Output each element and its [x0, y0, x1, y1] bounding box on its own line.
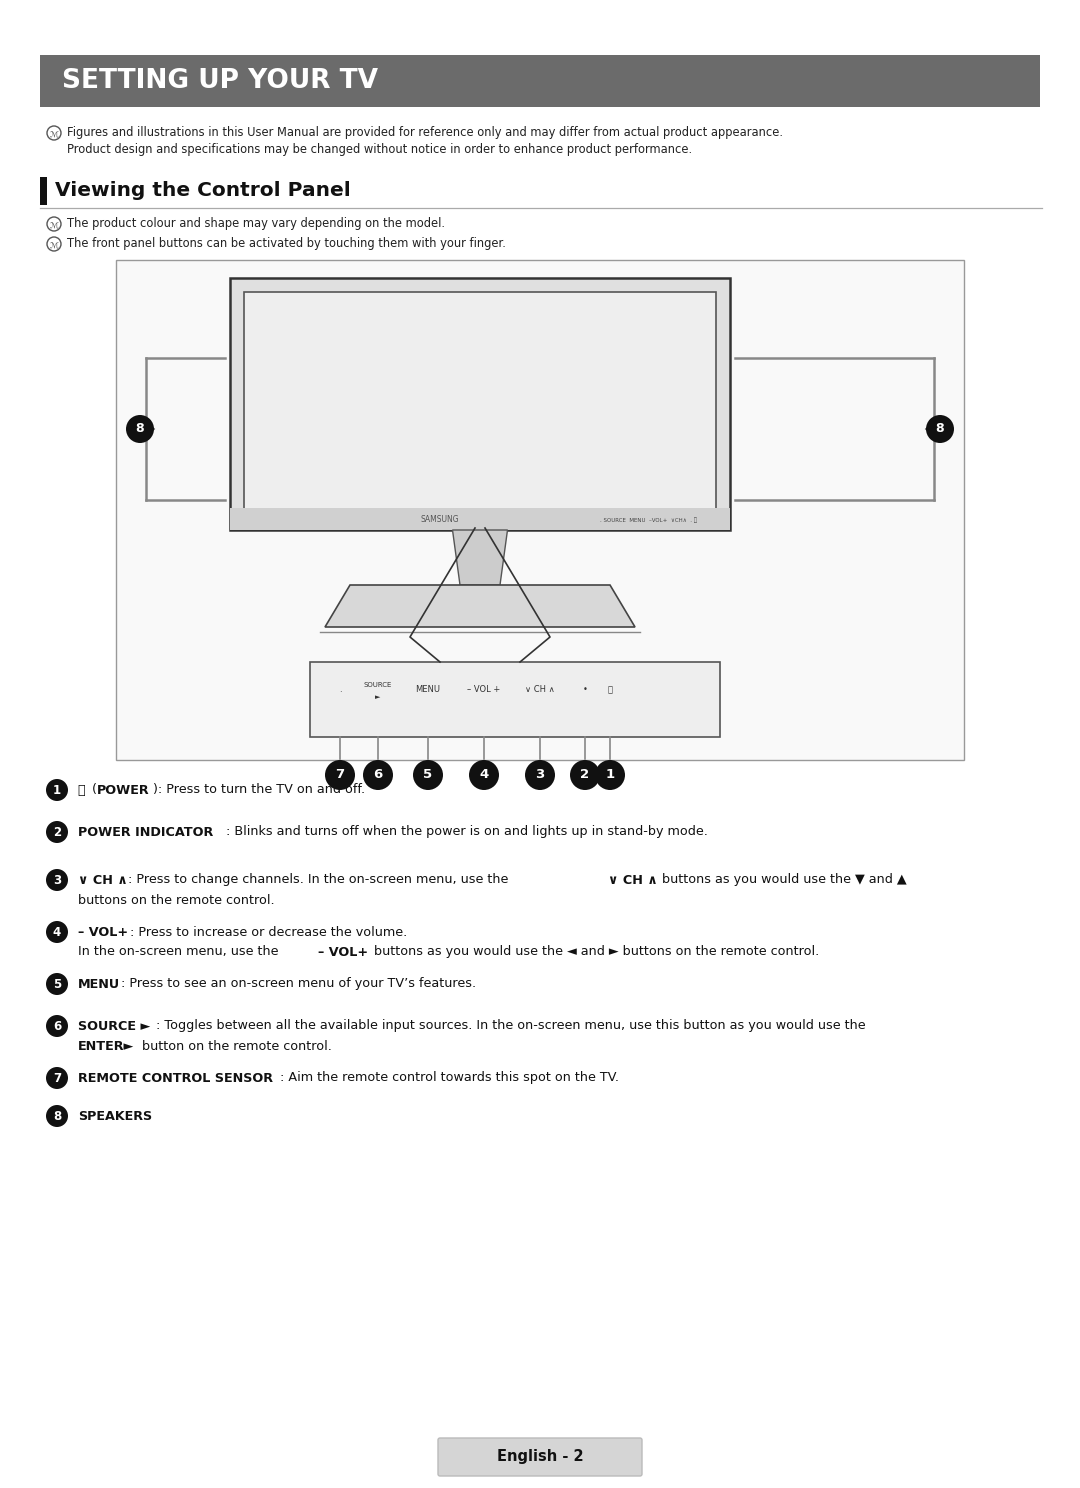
- Circle shape: [46, 973, 68, 995]
- Text: SOURCE ►: SOURCE ►: [78, 1019, 150, 1033]
- FancyBboxPatch shape: [438, 1437, 642, 1476]
- Circle shape: [126, 415, 154, 443]
- Text: 1: 1: [53, 784, 62, 798]
- Text: .: .: [339, 686, 341, 695]
- Text: : Blinks and turns off when the power is on and lights up in stand-by mode.: : Blinks and turns off when the power is…: [226, 826, 707, 839]
- Text: ℳ: ℳ: [50, 220, 58, 229]
- Text: Figures and illustrations in this User Manual are provided for reference only an: Figures and illustrations in this User M…: [67, 126, 783, 138]
- FancyBboxPatch shape: [40, 177, 48, 205]
- Text: 8: 8: [935, 423, 944, 436]
- Circle shape: [413, 760, 443, 790]
- Text: ⏻: ⏻: [78, 784, 90, 796]
- Text: : Press to change channels. In the on-screen menu, use the: : Press to change channels. In the on-sc…: [129, 873, 512, 887]
- Text: ): Press to turn the TV on and off.: ): Press to turn the TV on and off.: [153, 784, 365, 796]
- Text: 1: 1: [606, 768, 615, 781]
- Text: 6: 6: [374, 768, 382, 781]
- Text: buttons as you would use the ◄ and ► buttons on the remote control.: buttons as you would use the ◄ and ► but…: [370, 945, 820, 958]
- Text: 4: 4: [53, 926, 62, 939]
- Text: : Aim the remote control towards this spot on the TV.: : Aim the remote control towards this sp…: [280, 1071, 619, 1085]
- Text: In the on-screen menu, use the: In the on-screen menu, use the: [78, 945, 283, 958]
- Text: ►: ►: [376, 693, 380, 699]
- Polygon shape: [453, 530, 508, 585]
- Text: button on the remote control.: button on the remote control.: [138, 1040, 332, 1052]
- FancyBboxPatch shape: [310, 662, 720, 737]
- Text: : Toggles between all the available input sources. In the on-screen menu, use th: : Toggles between all the available inpu…: [156, 1019, 866, 1033]
- Text: 8: 8: [53, 1110, 62, 1123]
- Text: MENU: MENU: [416, 686, 441, 695]
- Text: English - 2: English - 2: [497, 1449, 583, 1464]
- Text: – VOL+: – VOL+: [318, 945, 368, 958]
- Text: 7: 7: [53, 1071, 62, 1085]
- Text: 5: 5: [423, 768, 433, 781]
- Text: ℳ: ℳ: [50, 129, 58, 138]
- Circle shape: [46, 1015, 68, 1037]
- FancyBboxPatch shape: [244, 292, 716, 516]
- Text: POWER INDICATOR: POWER INDICATOR: [78, 826, 213, 839]
- Text: ⏻: ⏻: [607, 686, 612, 695]
- Text: •: •: [582, 686, 588, 695]
- Text: – VOL+: – VOL+: [78, 926, 129, 939]
- Text: MENU: MENU: [78, 978, 120, 991]
- Circle shape: [46, 780, 68, 801]
- Text: The front panel buttons can be activated by touching them with your finger.: The front panel buttons can be activated…: [67, 238, 505, 250]
- FancyBboxPatch shape: [40, 55, 1040, 107]
- FancyBboxPatch shape: [116, 260, 964, 760]
- Text: – VOL +: – VOL +: [468, 686, 501, 695]
- Circle shape: [46, 1067, 68, 1089]
- Text: 5: 5: [53, 978, 62, 991]
- Text: buttons on the remote control.: buttons on the remote control.: [78, 893, 274, 906]
- Circle shape: [46, 821, 68, 844]
- Text: 3: 3: [53, 873, 62, 887]
- Circle shape: [46, 1106, 68, 1126]
- Text: ∨ CH ∧: ∨ CH ∧: [608, 873, 658, 887]
- Text: ℳ: ℳ: [50, 240, 58, 248]
- Text: Product design and specifications may be changed without notice in order to enha: Product design and specifications may be…: [67, 143, 692, 156]
- Text: The product colour and shape may vary depending on the model.: The product colour and shape may vary de…: [67, 217, 445, 231]
- Text: SAMSUNG: SAMSUNG: [421, 515, 459, 524]
- FancyBboxPatch shape: [230, 278, 730, 530]
- Circle shape: [570, 760, 600, 790]
- Circle shape: [595, 760, 625, 790]
- Text: ENTER►: ENTER►: [78, 1040, 134, 1052]
- Text: . SOURCE  MENU  –VOL+  ∨CH∧  . ⏻: . SOURCE MENU –VOL+ ∨CH∧ . ⏻: [600, 518, 697, 522]
- Circle shape: [46, 921, 68, 943]
- Circle shape: [363, 760, 393, 790]
- Text: 3: 3: [536, 768, 544, 781]
- Circle shape: [46, 869, 68, 891]
- Text: 4: 4: [480, 768, 488, 781]
- FancyBboxPatch shape: [230, 507, 730, 530]
- Text: POWER: POWER: [97, 784, 150, 796]
- Text: : Press to see an on-screen menu of your TV’s features.: : Press to see an on-screen menu of your…: [121, 978, 476, 991]
- Circle shape: [525, 760, 555, 790]
- Text: 2: 2: [580, 768, 590, 781]
- Circle shape: [325, 760, 355, 790]
- Text: buttons as you would use the ▼ and ▲: buttons as you would use the ▼ and ▲: [658, 873, 906, 887]
- Text: Viewing the Control Panel: Viewing the Control Panel: [55, 182, 351, 201]
- Circle shape: [926, 415, 954, 443]
- Text: 6: 6: [53, 1019, 62, 1033]
- Circle shape: [469, 760, 499, 790]
- Text: 2: 2: [53, 826, 62, 839]
- Text: ∨ CH ∧: ∨ CH ∧: [78, 873, 127, 887]
- Polygon shape: [325, 585, 635, 626]
- Text: SPEAKERS: SPEAKERS: [78, 1110, 152, 1122]
- Text: (: (: [92, 784, 97, 796]
- Text: SOURCE: SOURCE: [364, 682, 392, 687]
- Text: 8: 8: [136, 423, 145, 436]
- Text: REMOTE CONTROL SENSOR: REMOTE CONTROL SENSOR: [78, 1071, 273, 1085]
- Text: : Press to increase or decrease the volume.: : Press to increase or decrease the volu…: [130, 926, 407, 939]
- Text: SETTING UP YOUR TV: SETTING UP YOUR TV: [62, 68, 378, 94]
- Text: 7: 7: [336, 768, 345, 781]
- Text: ∨ CH ∧: ∨ CH ∧: [525, 686, 555, 695]
